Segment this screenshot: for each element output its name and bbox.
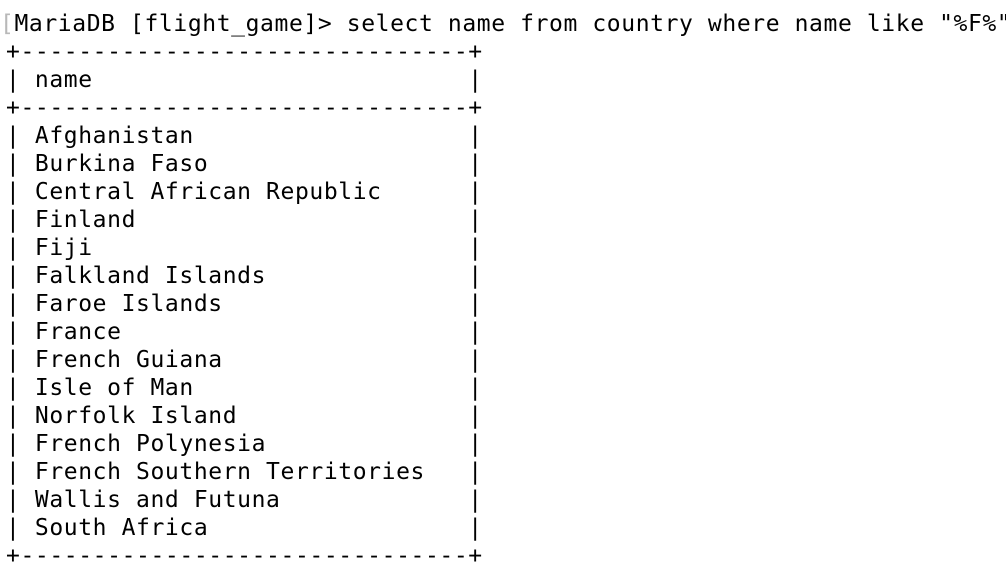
command-line: [MariaDB [flight_game]> select name from… [0, 10, 1006, 38]
table-row: | French Polynesia | [6, 431, 483, 457]
table-row: | French Guiana | [6, 347, 483, 373]
table-row: | Faroe Islands | [6, 291, 483, 317]
cursor-bracket-icon: [ [0, 11, 15, 37]
sql-command: select name from country where name like… [346, 11, 1006, 37]
table-row: | Afghanistan | [6, 123, 483, 149]
table-header: | name | [6, 67, 483, 93]
table-border-mid: +-------------------------------+ [6, 95, 483, 121]
table-row: | Central African Republic | [6, 179, 483, 205]
table-row: | Wallis and Futuna | [6, 487, 483, 513]
table-row: | Burkina Faso | [6, 151, 483, 177]
prompt: MariaDB [flight_game]> [14, 11, 347, 37]
table-border-top: +-------------------------------+ [6, 39, 483, 65]
table-row: | France | [6, 319, 483, 345]
table-row: | Falkland Islands | [6, 263, 483, 289]
table-border-bottom: +-------------------------------+ [6, 543, 483, 569]
table-row: | Finland | [6, 207, 483, 233]
table-row: | Norfolk Island | [6, 403, 483, 429]
table-row: | Fiji | [6, 235, 483, 261]
table-row: | Isle of Man | [6, 375, 483, 401]
table-row: | French Southern Territories | [6, 459, 483, 485]
table-row: | South Africa | [6, 515, 483, 541]
